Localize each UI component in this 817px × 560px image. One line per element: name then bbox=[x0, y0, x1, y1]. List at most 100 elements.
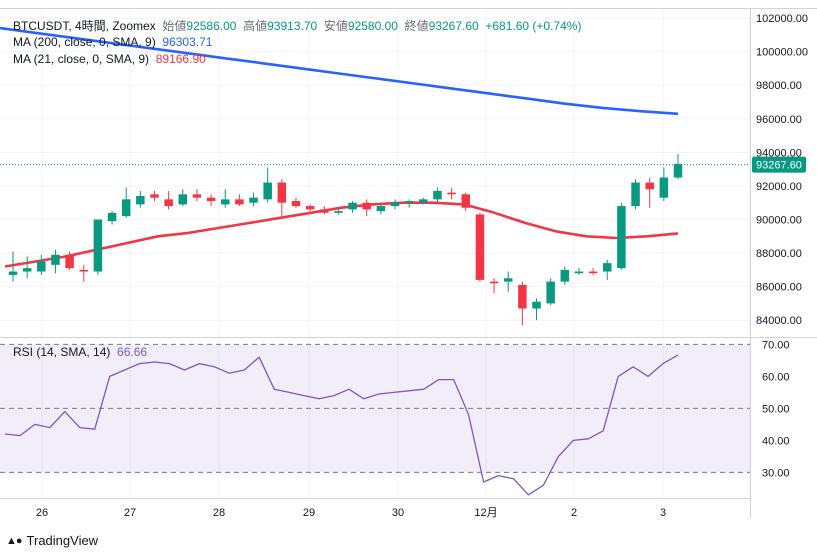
candle-body bbox=[532, 301, 541, 309]
price-tick-label: 102000.00 bbox=[756, 13, 808, 25]
time-tick-label: 29 bbox=[303, 507, 315, 519]
rsi-level-lines bbox=[0, 343, 750, 473]
candle bbox=[291, 197, 301, 208]
candle bbox=[150, 190, 159, 202]
candle bbox=[390, 199, 400, 210]
candle-body bbox=[631, 182, 640, 207]
candle-body bbox=[305, 206, 315, 210]
tradingview-logo-icon: ▲● bbox=[6, 534, 23, 547]
candle bbox=[51, 249, 60, 274]
time-axis[interactable]: 26 27 28 29 30 12月 2 3 bbox=[36, 507, 666, 519]
candle bbox=[404, 199, 414, 208]
candle bbox=[22, 256, 32, 279]
candle-body bbox=[659, 177, 669, 198]
rsi-path bbox=[4, 354, 679, 496]
price-tick-label: 92000.00 bbox=[756, 181, 802, 193]
candle bbox=[376, 202, 386, 215]
tradingview-branding[interactable]: ▲● TradingView bbox=[6, 533, 98, 548]
time-tick-label: 27 bbox=[124, 507, 136, 519]
candle-body bbox=[121, 199, 131, 217]
last-price-tag: 93267.60 bbox=[752, 156, 806, 173]
rsi-legend[interactable]: RSI (14, SMA, 14) 66.66 bbox=[13, 345, 147, 359]
grid bbox=[0, 8, 751, 498]
candle bbox=[532, 298, 541, 321]
candle bbox=[277, 179, 287, 217]
tradingview-name: TradingView bbox=[26, 533, 99, 548]
candle-body bbox=[235, 199, 244, 205]
candle bbox=[560, 266, 570, 285]
price-tick-label: 98000.00 bbox=[756, 80, 802, 92]
last-price-tag-label: 93267.60 bbox=[756, 160, 802, 172]
candle bbox=[263, 167, 272, 203]
candle bbox=[65, 251, 74, 270]
candle bbox=[305, 204, 315, 212]
candle bbox=[574, 268, 584, 275]
price-axis[interactable]: 84000.00 86000.00 88000.00 90000.00 92000.00… bbox=[756, 13, 808, 327]
candle bbox=[320, 206, 329, 215]
candle-body bbox=[192, 194, 202, 198]
rsi-tick-label: 50.00 bbox=[762, 403, 790, 415]
candle-body bbox=[390, 202, 400, 207]
candle-body bbox=[178, 194, 188, 205]
axis-frame bbox=[0, 8, 817, 518]
candle-body bbox=[603, 263, 612, 272]
candle bbox=[419, 197, 428, 205]
candle bbox=[206, 194, 216, 207]
ma200-label: MA (200, close, 0, SMA, 9) bbox=[13, 35, 156, 49]
candle-body bbox=[404, 201, 414, 203]
open-value: 92586.00 bbox=[186, 19, 237, 33]
ma200-path bbox=[0, 26, 679, 116]
candle bbox=[645, 177, 654, 208]
ma21-legend[interactable]: MA (21, close, 0, SMA, 9) 89166.90 bbox=[13, 52, 206, 66]
candle bbox=[489, 278, 499, 294]
candle bbox=[220, 189, 230, 208]
candle bbox=[433, 187, 442, 203]
last-price-tag-bg bbox=[752, 156, 806, 173]
candle bbox=[631, 179, 640, 210]
candle-body bbox=[320, 209, 329, 213]
ma21-path bbox=[4, 201, 679, 268]
price-tick-label: 86000.00 bbox=[756, 282, 802, 294]
price-tick-label: 84000.00 bbox=[756, 315, 802, 327]
price-tick-label: 100000.00 bbox=[756, 47, 808, 59]
candle-body bbox=[65, 254, 74, 269]
ma21-value: 89166.90 bbox=[155, 52, 206, 66]
ma200-legend[interactable]: MA (200, close, 0, SMA, 9) 96303.71 bbox=[13, 35, 212, 49]
candle-body bbox=[419, 199, 428, 203]
candle-body bbox=[348, 202, 357, 210]
symbol-label[interactable]: BTCUSDT, 4時間, Zoomex bbox=[13, 19, 156, 33]
candle bbox=[249, 192, 258, 207]
rsi-axis[interactable]: 30.00 40.00 50.00 60.00 70.00 bbox=[762, 339, 790, 479]
rsi-value: 66.66 bbox=[117, 345, 148, 359]
candle bbox=[659, 167, 669, 202]
candle-body bbox=[588, 271, 598, 274]
open-label: 始値 bbox=[162, 19, 187, 33]
candle-body bbox=[263, 182, 272, 200]
rsi-tick-label: 30.00 bbox=[762, 467, 790, 479]
rsi-tick-label: 70.00 bbox=[762, 339, 790, 351]
candle-body bbox=[376, 206, 386, 212]
candle-body bbox=[546, 281, 555, 304]
candle bbox=[475, 212, 485, 282]
candle bbox=[588, 268, 598, 275]
candle bbox=[121, 187, 131, 218]
low-label: 安値 bbox=[323, 19, 348, 33]
rsi-tick-label: 60.00 bbox=[762, 371, 790, 383]
candle bbox=[93, 219, 103, 275]
candle-body bbox=[150, 194, 159, 198]
candle-body bbox=[277, 182, 287, 203]
candle-body bbox=[291, 201, 301, 207]
ohlc-legend[interactable]: BTCUSDT, 4時間, Zoomex 始値92586.00 高値93913.… bbox=[13, 17, 581, 34]
candle-body bbox=[79, 269, 88, 272]
candle bbox=[178, 189, 188, 207]
candle-body bbox=[22, 268, 32, 272]
candle-body bbox=[447, 192, 456, 195]
candle-body bbox=[8, 271, 18, 275]
candle-body bbox=[673, 164, 683, 178]
candle bbox=[334, 209, 343, 215]
candle bbox=[164, 190, 173, 210]
high-value: 93913.70 bbox=[267, 19, 318, 33]
time-tick-label: 12月 bbox=[474, 507, 497, 519]
candle-body bbox=[93, 219, 103, 272]
